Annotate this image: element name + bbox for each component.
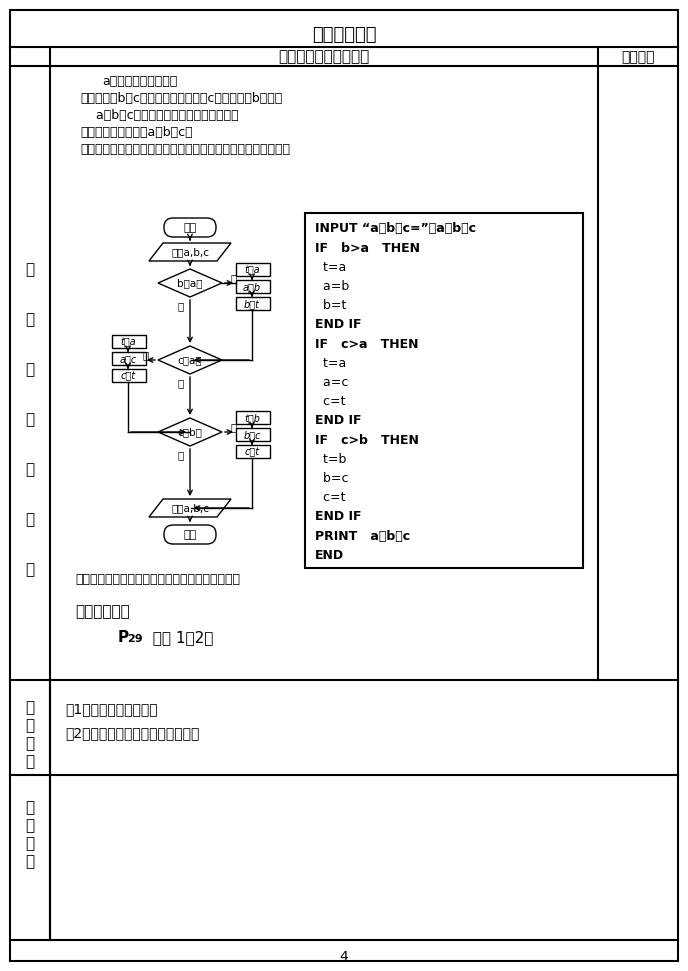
Polygon shape — [149, 499, 231, 517]
Text: 是: 是 — [231, 273, 237, 283]
FancyBboxPatch shape — [236, 445, 270, 458]
Polygon shape — [158, 418, 222, 446]
Text: b＝t: b＝t — [244, 299, 260, 309]
Text: IF   c>b   THEN: IF c>b THEN — [315, 434, 419, 447]
Text: a，b，c已按从大到小的顺序排列好）。: a，b，c已按从大到小的顺序排列好）。 — [80, 109, 239, 122]
Text: t=a: t=a — [315, 357, 346, 370]
Text: P: P — [118, 630, 129, 645]
Text: 第四步，将b与c比较，并把小者赋给c，大者赋给b（此时: 第四步，将b与c比较，并把小者赋给c，大者赋给b（此时 — [80, 92, 282, 105]
Text: 小: 小 — [25, 736, 34, 751]
Text: a=c: a=c — [315, 376, 348, 389]
Polygon shape — [158, 269, 222, 297]
Text: t＝b: t＝b — [244, 413, 260, 423]
Text: 三．随堂练习: 三．随堂练习 — [75, 604, 130, 619]
Text: t＝a: t＝a — [244, 265, 260, 275]
Text: END IF: END IF — [315, 511, 361, 523]
FancyBboxPatch shape — [236, 428, 270, 441]
FancyBboxPatch shape — [10, 10, 678, 961]
Text: INPUT “a，b，c=”；a，b，c: INPUT “a，b，c=”；a，b，c — [315, 222, 476, 236]
Text: 第五步，按顺序输出a，b，c。: 第五步，按顺序输出a，b，c。 — [80, 126, 193, 139]
Text: c=t: c=t — [315, 395, 345, 408]
Text: a已是三者中最大的）: a已是三者中最大的） — [103, 75, 178, 88]
Text: 练习 1．2．: 练习 1．2． — [143, 630, 213, 645]
Text: 思: 思 — [25, 854, 34, 869]
Text: 教: 教 — [25, 700, 34, 715]
Text: IF   b>a   THEN: IF b>a THEN — [315, 242, 420, 254]
Text: b=c: b=c — [315, 472, 349, 486]
Text: 4: 4 — [340, 950, 348, 964]
Text: c=t: c=t — [315, 491, 345, 504]
Text: PRINT   a，b，c: PRINT a，b，c — [315, 530, 410, 543]
Text: b＞a？: b＞a？ — [178, 278, 203, 288]
Text: 学: 学 — [25, 718, 34, 733]
FancyBboxPatch shape — [112, 369, 146, 382]
Text: c＝t: c＝t — [244, 447, 259, 457]
Text: 过: 过 — [25, 362, 34, 378]
Polygon shape — [158, 346, 222, 374]
Text: 课: 课 — [25, 800, 34, 815]
FancyBboxPatch shape — [236, 263, 270, 276]
FancyBboxPatch shape — [236, 411, 270, 424]
Text: 输入a,b,c: 输入a,b,c — [171, 247, 209, 257]
Polygon shape — [149, 243, 231, 261]
Text: a＝c: a＝c — [120, 354, 137, 364]
Text: （2）利用条件语句编写算法语句。: （2）利用条件语句编写算法语句。 — [65, 726, 200, 740]
Text: 如下图所示，上述操作步骤可以用程序框图更直观地表达出来。: 如下图所示，上述操作步骤可以用程序框图更直观地表达出来。 — [80, 143, 290, 156]
Text: a＝b: a＝b — [243, 282, 261, 292]
FancyBboxPatch shape — [305, 213, 583, 568]
Text: c＞a？: c＞a？ — [178, 355, 202, 365]
Text: 结束: 结束 — [184, 530, 197, 540]
Text: t=a: t=a — [315, 261, 346, 274]
Text: 学: 学 — [25, 313, 34, 327]
Text: 教师课时教案: 教师课时教案 — [312, 26, 376, 44]
Text: 否: 否 — [178, 301, 184, 311]
Text: t=b: t=b — [315, 452, 346, 466]
Text: c＝t: c＝t — [120, 371, 136, 381]
Text: END IF: END IF — [315, 318, 361, 331]
Text: 法: 法 — [25, 562, 34, 578]
FancyBboxPatch shape — [112, 352, 146, 365]
FancyBboxPatch shape — [236, 280, 270, 293]
FancyBboxPatch shape — [112, 335, 146, 348]
Text: 是: 是 — [231, 422, 237, 432]
Text: （1）条件语句的用法。: （1）条件语句的用法。 — [65, 702, 158, 716]
Text: 反: 反 — [25, 836, 34, 851]
Text: 否: 否 — [178, 378, 184, 388]
Text: 及: 及 — [25, 462, 34, 478]
Text: 后: 后 — [25, 818, 34, 833]
Text: END: END — [315, 549, 344, 562]
Text: 问题与情境及教师活动: 问题与情境及教师活动 — [279, 50, 369, 64]
Text: END IF: END IF — [315, 415, 361, 427]
FancyBboxPatch shape — [164, 218, 216, 237]
Text: 根据程序框图，写出相应的计算机程序。（上右）: 根据程序框图，写出相应的计算机程序。（上右） — [75, 573, 240, 586]
Text: a=b: a=b — [315, 280, 350, 293]
Text: 结: 结 — [25, 754, 34, 769]
Text: IF   c>a   THEN: IF c>a THEN — [315, 338, 418, 351]
FancyBboxPatch shape — [236, 297, 270, 310]
FancyBboxPatch shape — [164, 525, 216, 544]
Text: 程: 程 — [25, 413, 34, 427]
Text: 否: 否 — [178, 450, 184, 460]
Text: 是: 是 — [143, 350, 149, 360]
Text: 开始: 开始 — [184, 223, 197, 233]
Text: t＝a: t＝a — [120, 337, 136, 347]
Text: 方: 方 — [25, 513, 34, 527]
Text: 教: 教 — [25, 262, 34, 278]
Text: 学生活动: 学生活动 — [621, 50, 655, 64]
Text: b＝c: b＝c — [244, 430, 261, 440]
Text: c＞b？: c＞b？ — [178, 427, 202, 437]
Text: 29: 29 — [127, 634, 142, 644]
Text: b=t: b=t — [315, 299, 346, 313]
Text: 输出a,b,c: 输出a,b,c — [171, 503, 209, 513]
